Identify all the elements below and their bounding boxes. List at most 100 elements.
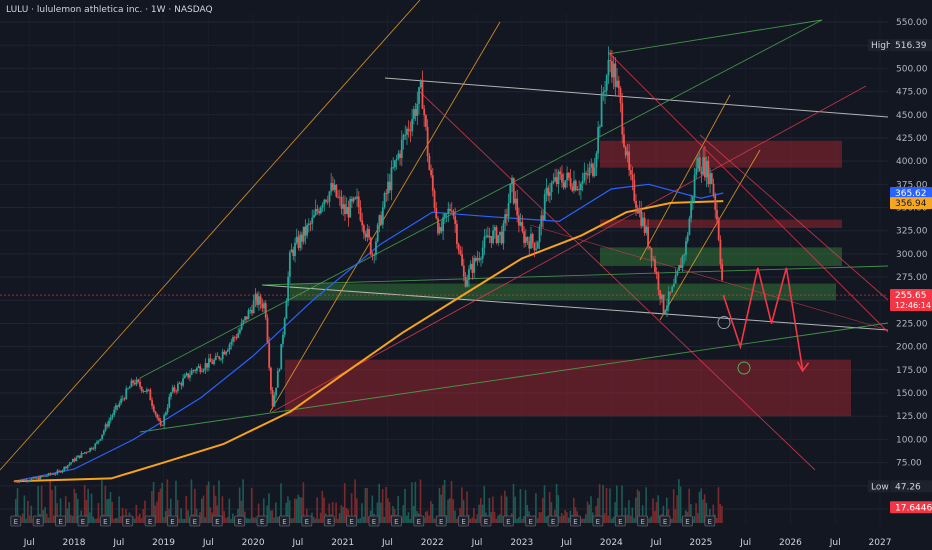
- volume-bar: [28, 515, 31, 523]
- volume-bar: [206, 485, 208, 523]
- candle-body: [166, 407, 169, 413]
- candle-body: [602, 91, 605, 94]
- candle-body: [705, 160, 708, 178]
- candle-body: [185, 373, 188, 376]
- volume-bar: [405, 515, 408, 523]
- candle-body: [480, 258, 482, 260]
- volume-bar: [378, 483, 380, 523]
- volume-bar: [407, 512, 410, 523]
- candle-body: [102, 430, 105, 435]
- x-tick-label: 2020: [242, 538, 265, 548]
- candle-body: [25, 479, 28, 482]
- candle-body: [414, 109, 417, 116]
- candle-body: [280, 343, 283, 370]
- earnings-letter: E: [14, 518, 18, 526]
- candle-body: [412, 109, 415, 120]
- candle-body: [335, 184, 338, 197]
- volume-bar: [190, 479, 193, 523]
- volume-bar: [411, 482, 413, 523]
- candle-body: [623, 134, 625, 147]
- volume-bar: [609, 488, 611, 523]
- candle-body: [190, 370, 193, 375]
- candle-body: [173, 387, 176, 391]
- candle-body: [487, 235, 489, 238]
- volume-bar: [560, 513, 563, 523]
- candle-body: [342, 204, 345, 209]
- candle-body: [629, 170, 632, 175]
- candle-body: [28, 480, 31, 482]
- earnings-marker-icon: [144, 515, 156, 527]
- volume-bar: [185, 496, 188, 523]
- candle-body: [376, 224, 379, 242]
- volume-bar: [64, 496, 67, 523]
- candle-body: [121, 398, 124, 400]
- candle-body: [423, 108, 426, 116]
- volume-bar: [138, 513, 141, 523]
- volume-bar: [166, 479, 169, 523]
- earnings-letter: E: [260, 518, 264, 526]
- volume-bar: [676, 495, 678, 523]
- candle-body: [492, 230, 494, 243]
- volume-bar: [89, 512, 91, 523]
- volume-bar: [314, 518, 317, 523]
- candle-body: [56, 470, 59, 474]
- volume-bar: [481, 504, 484, 523]
- volume-bar: [140, 518, 143, 523]
- volume-bar: [59, 498, 62, 523]
- candle-body: [206, 363, 209, 368]
- trend-line: [261, 284, 889, 331]
- volume-bar: [66, 508, 69, 523]
- x-tick-label: Jul: [291, 538, 303, 548]
- volume-bar: [71, 515, 74, 523]
- volume-bar: [514, 496, 517, 523]
- countdown-label: 12:46:14: [895, 301, 931, 310]
- candle-body: [526, 236, 529, 242]
- x-tick-label: Jul: [829, 538, 841, 548]
- volume-bar: [299, 496, 301, 523]
- candle-body: [58, 470, 60, 472]
- price-label-value: 47.26: [895, 482, 921, 492]
- candle-body: [318, 211, 321, 214]
- candle-body: [177, 383, 179, 391]
- volume-bar: [424, 511, 427, 523]
- volume-bar: [92, 516, 95, 523]
- x-tick-label: 2018: [63, 538, 86, 548]
- volume-bar: [603, 513, 606, 523]
- volume-bar: [252, 517, 255, 523]
- candle-body: [101, 434, 104, 439]
- candle-body: [20, 479, 23, 481]
- candle-body: [295, 236, 298, 243]
- volume-bar: [280, 483, 282, 523]
- candle-body: [559, 171, 562, 175]
- candle-body: [435, 207, 438, 219]
- price-label-box: [890, 480, 932, 493]
- earnings-marker-icon: [301, 515, 313, 527]
- candle-body: [304, 226, 307, 236]
- candle-body: [287, 276, 290, 302]
- volume-bar: [624, 507, 627, 523]
- candle-body: [47, 473, 50, 476]
- candle-body: [123, 398, 126, 400]
- volume-bar: [678, 479, 680, 523]
- candle-body: [319, 207, 322, 214]
- candle-body: [366, 229, 369, 238]
- candle-body: [452, 210, 455, 217]
- volume-bar: [51, 489, 53, 523]
- candle-body: [609, 60, 612, 62]
- candle-body: [288, 252, 291, 277]
- volume-bar: [566, 512, 568, 523]
- candle-body: [99, 438, 102, 441]
- volume-bar: [614, 502, 616, 523]
- y-tick-label: 125.00: [896, 412, 928, 422]
- volume-bar: [645, 487, 647, 523]
- candle-body: [416, 103, 419, 116]
- volume-bar: [626, 514, 628, 523]
- candle-body: [538, 226, 541, 243]
- volume-bar: [345, 508, 348, 523]
- candle-body: [326, 201, 329, 203]
- earnings-letter: E: [148, 518, 152, 526]
- earnings-marker-icon: [234, 515, 246, 527]
- candle-body: [63, 466, 66, 471]
